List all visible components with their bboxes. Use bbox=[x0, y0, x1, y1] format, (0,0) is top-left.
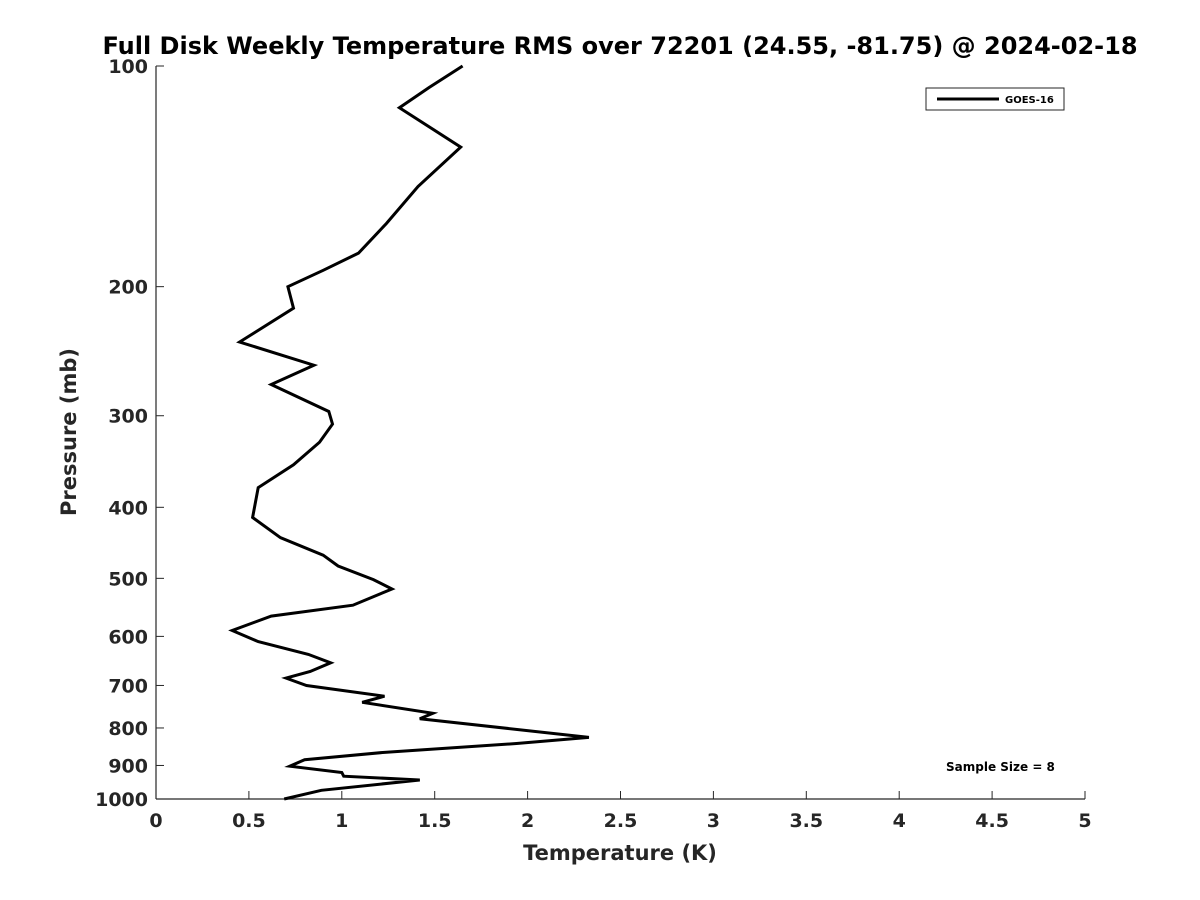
y-tick-label: 700 bbox=[108, 675, 148, 697]
series-line-goes-16 bbox=[228, 64, 590, 801]
y-axis: 100 200 300 400 500 600 700 800 900 1000 bbox=[95, 56, 164, 811]
x-axis: 0 0.5 1 1.5 2 2.5 3 3.5 4 4.5 5 bbox=[149, 791, 1092, 832]
y-tick-label: 300 bbox=[108, 406, 148, 428]
plot-area bbox=[156, 66, 1085, 799]
y-tick-label: 100 bbox=[108, 56, 148, 78]
legend-label-goes-16: GOES-16 bbox=[1005, 95, 1054, 106]
x-tick-label: 2 bbox=[521, 810, 534, 832]
x-tick-label: 4 bbox=[893, 810, 906, 832]
legend: GOES-16 bbox=[925, 87, 1065, 111]
chart-title: Full Disk Weekly Temperature RMS over 72… bbox=[102, 32, 1137, 60]
x-tick-label: 5 bbox=[1078, 810, 1091, 832]
y-tick-label: 200 bbox=[108, 277, 148, 299]
y-tick-label: 900 bbox=[108, 755, 148, 777]
x-tick-label: 3 bbox=[707, 810, 720, 832]
y-tick-label: 800 bbox=[108, 718, 148, 740]
x-tick-label: 0.5 bbox=[232, 810, 266, 832]
x-tick-label: 3.5 bbox=[789, 810, 823, 832]
x-tick-label: 1.5 bbox=[418, 810, 452, 832]
y-tick-label: 500 bbox=[108, 568, 148, 590]
y-axis-label: Pressure (mb) bbox=[57, 348, 81, 516]
x-tick-label: 0 bbox=[149, 810, 162, 832]
x-tick-label: 1 bbox=[335, 810, 348, 832]
x-tick-label: 2.5 bbox=[604, 810, 638, 832]
sample-size-annotation: Sample Size = 8 bbox=[946, 760, 1055, 774]
y-tick-label: 1000 bbox=[95, 789, 148, 811]
x-tick-label: 4.5 bbox=[975, 810, 1009, 832]
y-tick-label: 400 bbox=[108, 497, 148, 519]
y-tick-label: 600 bbox=[108, 626, 148, 648]
x-axis-label: Temperature (K) bbox=[523, 841, 717, 865]
series-layer bbox=[228, 64, 590, 801]
